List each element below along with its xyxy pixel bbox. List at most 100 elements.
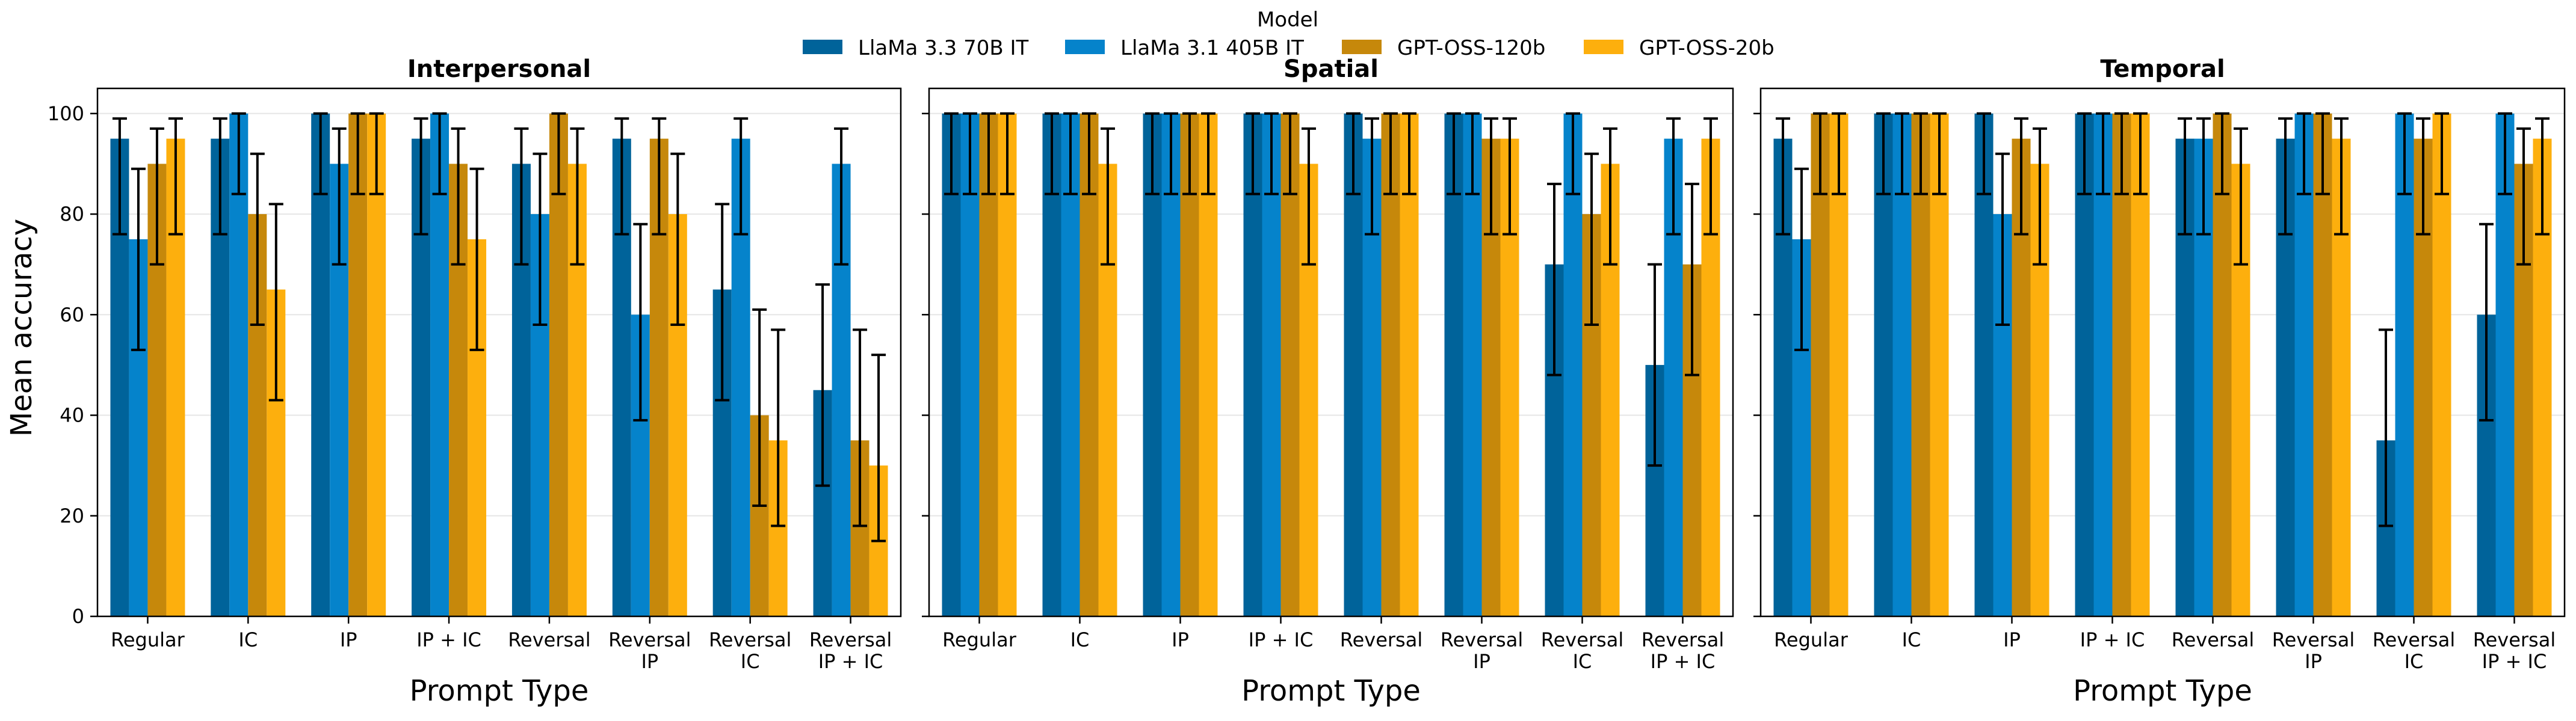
- error-bar-spatial-gpt-oss-120b-5: [1484, 117, 1498, 236]
- panel-frame-spatial: [928, 87, 1734, 618]
- error-bar-temporal-gpt-oss-120b-2: [2014, 117, 2028, 236]
- error-bar-interpersonal-gpt-oss-120b-2: [350, 112, 365, 195]
- x-tick-label-line: Reversal: [709, 628, 791, 651]
- x-tick-label-spatial-reversal-ic: Reversal IC: [1541, 628, 1623, 673]
- error-bar-temporal-llama-3-3-70b-it-4: [2178, 117, 2192, 236]
- error-bar-spatial-gpt-oss-20b-3: [1302, 127, 1316, 266]
- bar-spatial-gpt-oss-20b-4: [1400, 113, 1419, 617]
- bar-temporal-gpt-oss-120b-1: [1911, 113, 1930, 617]
- bar-interpersonal-llama-3-1-405b-it-3: [430, 113, 449, 617]
- error-bar-interpersonal-llama-3-3-70b-it-1: [212, 117, 227, 236]
- x-tick-label-line: IP + IC: [818, 650, 883, 673]
- x-tick-label-line: Reversal: [2272, 628, 2355, 651]
- error-bar-interpersonal-llama-3-3-70b-it-7: [815, 283, 830, 487]
- error-bar-temporal-llama-3-3-70b-it-0: [1776, 117, 1790, 236]
- x-tick-label-line: Reversal: [2473, 628, 2556, 651]
- error-bar-temporal-llama-3-1-405b-it-3: [2096, 112, 2110, 195]
- panel-title-temporal: Temporal: [2100, 55, 2225, 83]
- error-bar-interpersonal-gpt-oss-20b-5: [670, 152, 685, 327]
- bar-spatial-gpt-oss-120b-2: [1180, 113, 1199, 617]
- error-bar-temporal-gpt-oss-120b-1: [1913, 112, 1928, 195]
- bar-temporal-gpt-oss-120b-0: [1811, 113, 1830, 617]
- bar-temporal-gpt-oss-120b-3: [2112, 113, 2131, 617]
- x-tick-label-line: Reversal: [2172, 628, 2254, 651]
- error-bar-temporal-gpt-oss-120b-0: [1813, 112, 1827, 195]
- x-tick-label-temporal-reversal-ic: Reversal IC: [2373, 628, 2455, 673]
- bar-spatial-llama-3-1-405b-it-0: [960, 113, 980, 617]
- x-tick-label-line: IP: [2003, 628, 2021, 651]
- error-bar-interpersonal-llama-3-3-70b-it-0: [112, 117, 127, 236]
- error-bar-interpersonal-gpt-oss-120b-3: [451, 127, 466, 266]
- x-tick-label-line: Regular: [1774, 628, 1849, 651]
- error-bar-temporal-gpt-oss-20b-1: [1932, 112, 1947, 195]
- x-tick-label-spatial-reversal: Reversal: [1340, 628, 1422, 651]
- error-bar-interpersonal-gpt-oss-120b-5: [652, 117, 667, 236]
- bar-spatial-gpt-oss-20b-0: [998, 113, 1017, 617]
- bar-temporal-llama-3-3-70b-it-1: [1874, 113, 1893, 617]
- error-bar-spatial-gpt-oss-120b-7: [1685, 182, 1699, 376]
- x-axis-label-temporal: Prompt Type: [2073, 674, 2252, 708]
- legend-label-gpt-oss-120b: GPT-OSS-120b: [1397, 36, 1545, 60]
- error-bar-spatial-llama-3-1-405b-it-3: [1264, 112, 1279, 195]
- error-bar-interpersonal-gpt-oss-120b-6: [752, 308, 767, 508]
- error-bar-interpersonal-llama-3-3-70b-it-4: [514, 127, 529, 266]
- error-bar-temporal-gpt-oss-120b-6: [2416, 117, 2430, 236]
- x-tick-label-temporal-ip-ic: IP + IC: [2080, 628, 2145, 651]
- y-tick-label-40: 40: [60, 404, 84, 427]
- panel-frame-interpersonal: [96, 87, 902, 618]
- error-bar-temporal-gpt-oss-120b-3: [2114, 112, 2129, 195]
- error-bar-interpersonal-gpt-oss-20b-1: [268, 203, 283, 402]
- error-bar-interpersonal-gpt-oss-120b-4: [551, 112, 566, 195]
- panel-interpersonal: Interpersonal 0 20 40 60 80 100 Regular IC IP IP +…: [48, 55, 902, 708]
- y-axis-label: Mean accuracy: [5, 219, 39, 437]
- x-tick-label-line: IC: [2405, 650, 2424, 673]
- bar-interpersonal-gpt-oss-120b-4: [549, 113, 568, 617]
- error-bar-spatial-gpt-oss-20b-2: [1201, 112, 1215, 195]
- y-tick-label-0: 0: [72, 605, 84, 628]
- error-bar-spatial-llama-3-1-405b-it-0: [963, 112, 977, 195]
- error-bar-temporal-gpt-oss-20b-6: [2435, 112, 2449, 195]
- error-bar-spatial-llama-3-3-70b-it-6: [1547, 182, 1561, 376]
- error-bar-temporal-llama-3-3-70b-it-7: [2479, 222, 2494, 422]
- error-bar-spatial-llama-3-1-405b-it-6: [1566, 112, 1580, 195]
- error-bar-spatial-gpt-oss-120b-1: [1082, 112, 1096, 195]
- panel-title-spatial: Spatial: [1283, 55, 1379, 83]
- x-tick-label-interpersonal-reversal-ip-ic: Reversal IP + IC: [809, 628, 892, 673]
- legend-label-llama-3-1-405b-it: LlaMa 3.1 405B IT: [1120, 36, 1304, 60]
- error-bar-spatial-llama-3-1-405b-it-2: [1164, 112, 1178, 195]
- error-bar-temporal-llama-3-1-405b-it-5: [2297, 112, 2311, 195]
- error-bar-spatial-gpt-oss-20b-1: [1101, 127, 1115, 266]
- x-tick-label-line: IC: [1902, 628, 1921, 651]
- x-tick-label-line: IP + IC: [1249, 628, 1314, 651]
- error-bar-interpersonal-gpt-oss-20b-2: [369, 112, 384, 195]
- bar-spatial-gpt-oss-120b-0: [979, 113, 998, 617]
- legend-swatch-llama-3-3-70b-it: [803, 40, 842, 54]
- error-bar-temporal-gpt-oss-120b-5: [2315, 112, 2330, 195]
- y-tick-label-100: 100: [48, 102, 84, 125]
- error-bar-temporal-gpt-oss-20b-5: [2334, 117, 2349, 236]
- x-tick-label-interpersonal-ip: IP: [340, 628, 357, 651]
- bar-temporal-llama-3-1-405b-it-6: [2395, 113, 2414, 617]
- error-bar-spatial-llama-3-1-405b-it-1: [1063, 112, 1078, 195]
- x-axis-label-spatial: Prompt Type: [1241, 674, 1421, 708]
- x-tick-label-line: IP + IC: [416, 628, 481, 651]
- bar-spatial-llama-3-3-70b-it-0: [942, 113, 961, 617]
- x-tick-label-line: IP: [2305, 650, 2322, 673]
- error-bar-temporal-llama-3-3-70b-it-5: [2278, 117, 2293, 236]
- bar-spatial-gpt-oss-120b-1: [1080, 113, 1099, 617]
- y-tick-label-20: 20: [60, 505, 84, 527]
- bar-spatial-llama-3-3-70b-it-4: [1344, 113, 1363, 617]
- bar-temporal-gpt-oss-20b-1: [1930, 113, 1949, 617]
- error-bar-temporal-llama-3-3-70b-it-2: [1977, 112, 1991, 195]
- bar-interpersonal-gpt-oss-120b-2: [348, 113, 368, 617]
- x-tick-label-spatial-regular: Regular: [942, 628, 1017, 651]
- x-tick-label-spatial-reversal-ip: Reversal IP: [1441, 628, 1523, 673]
- error-bar-temporal-gpt-oss-20b-7: [2535, 117, 2550, 236]
- x-tick-label-temporal-ip: IP: [2003, 628, 2021, 651]
- error-bar-temporal-gpt-oss-120b-4: [2215, 112, 2229, 195]
- error-bar-interpersonal-llama-3-1-405b-it-5: [633, 222, 648, 422]
- legend-title: Model: [1257, 8, 1318, 32]
- x-tick-label-line: IC: [741, 650, 760, 673]
